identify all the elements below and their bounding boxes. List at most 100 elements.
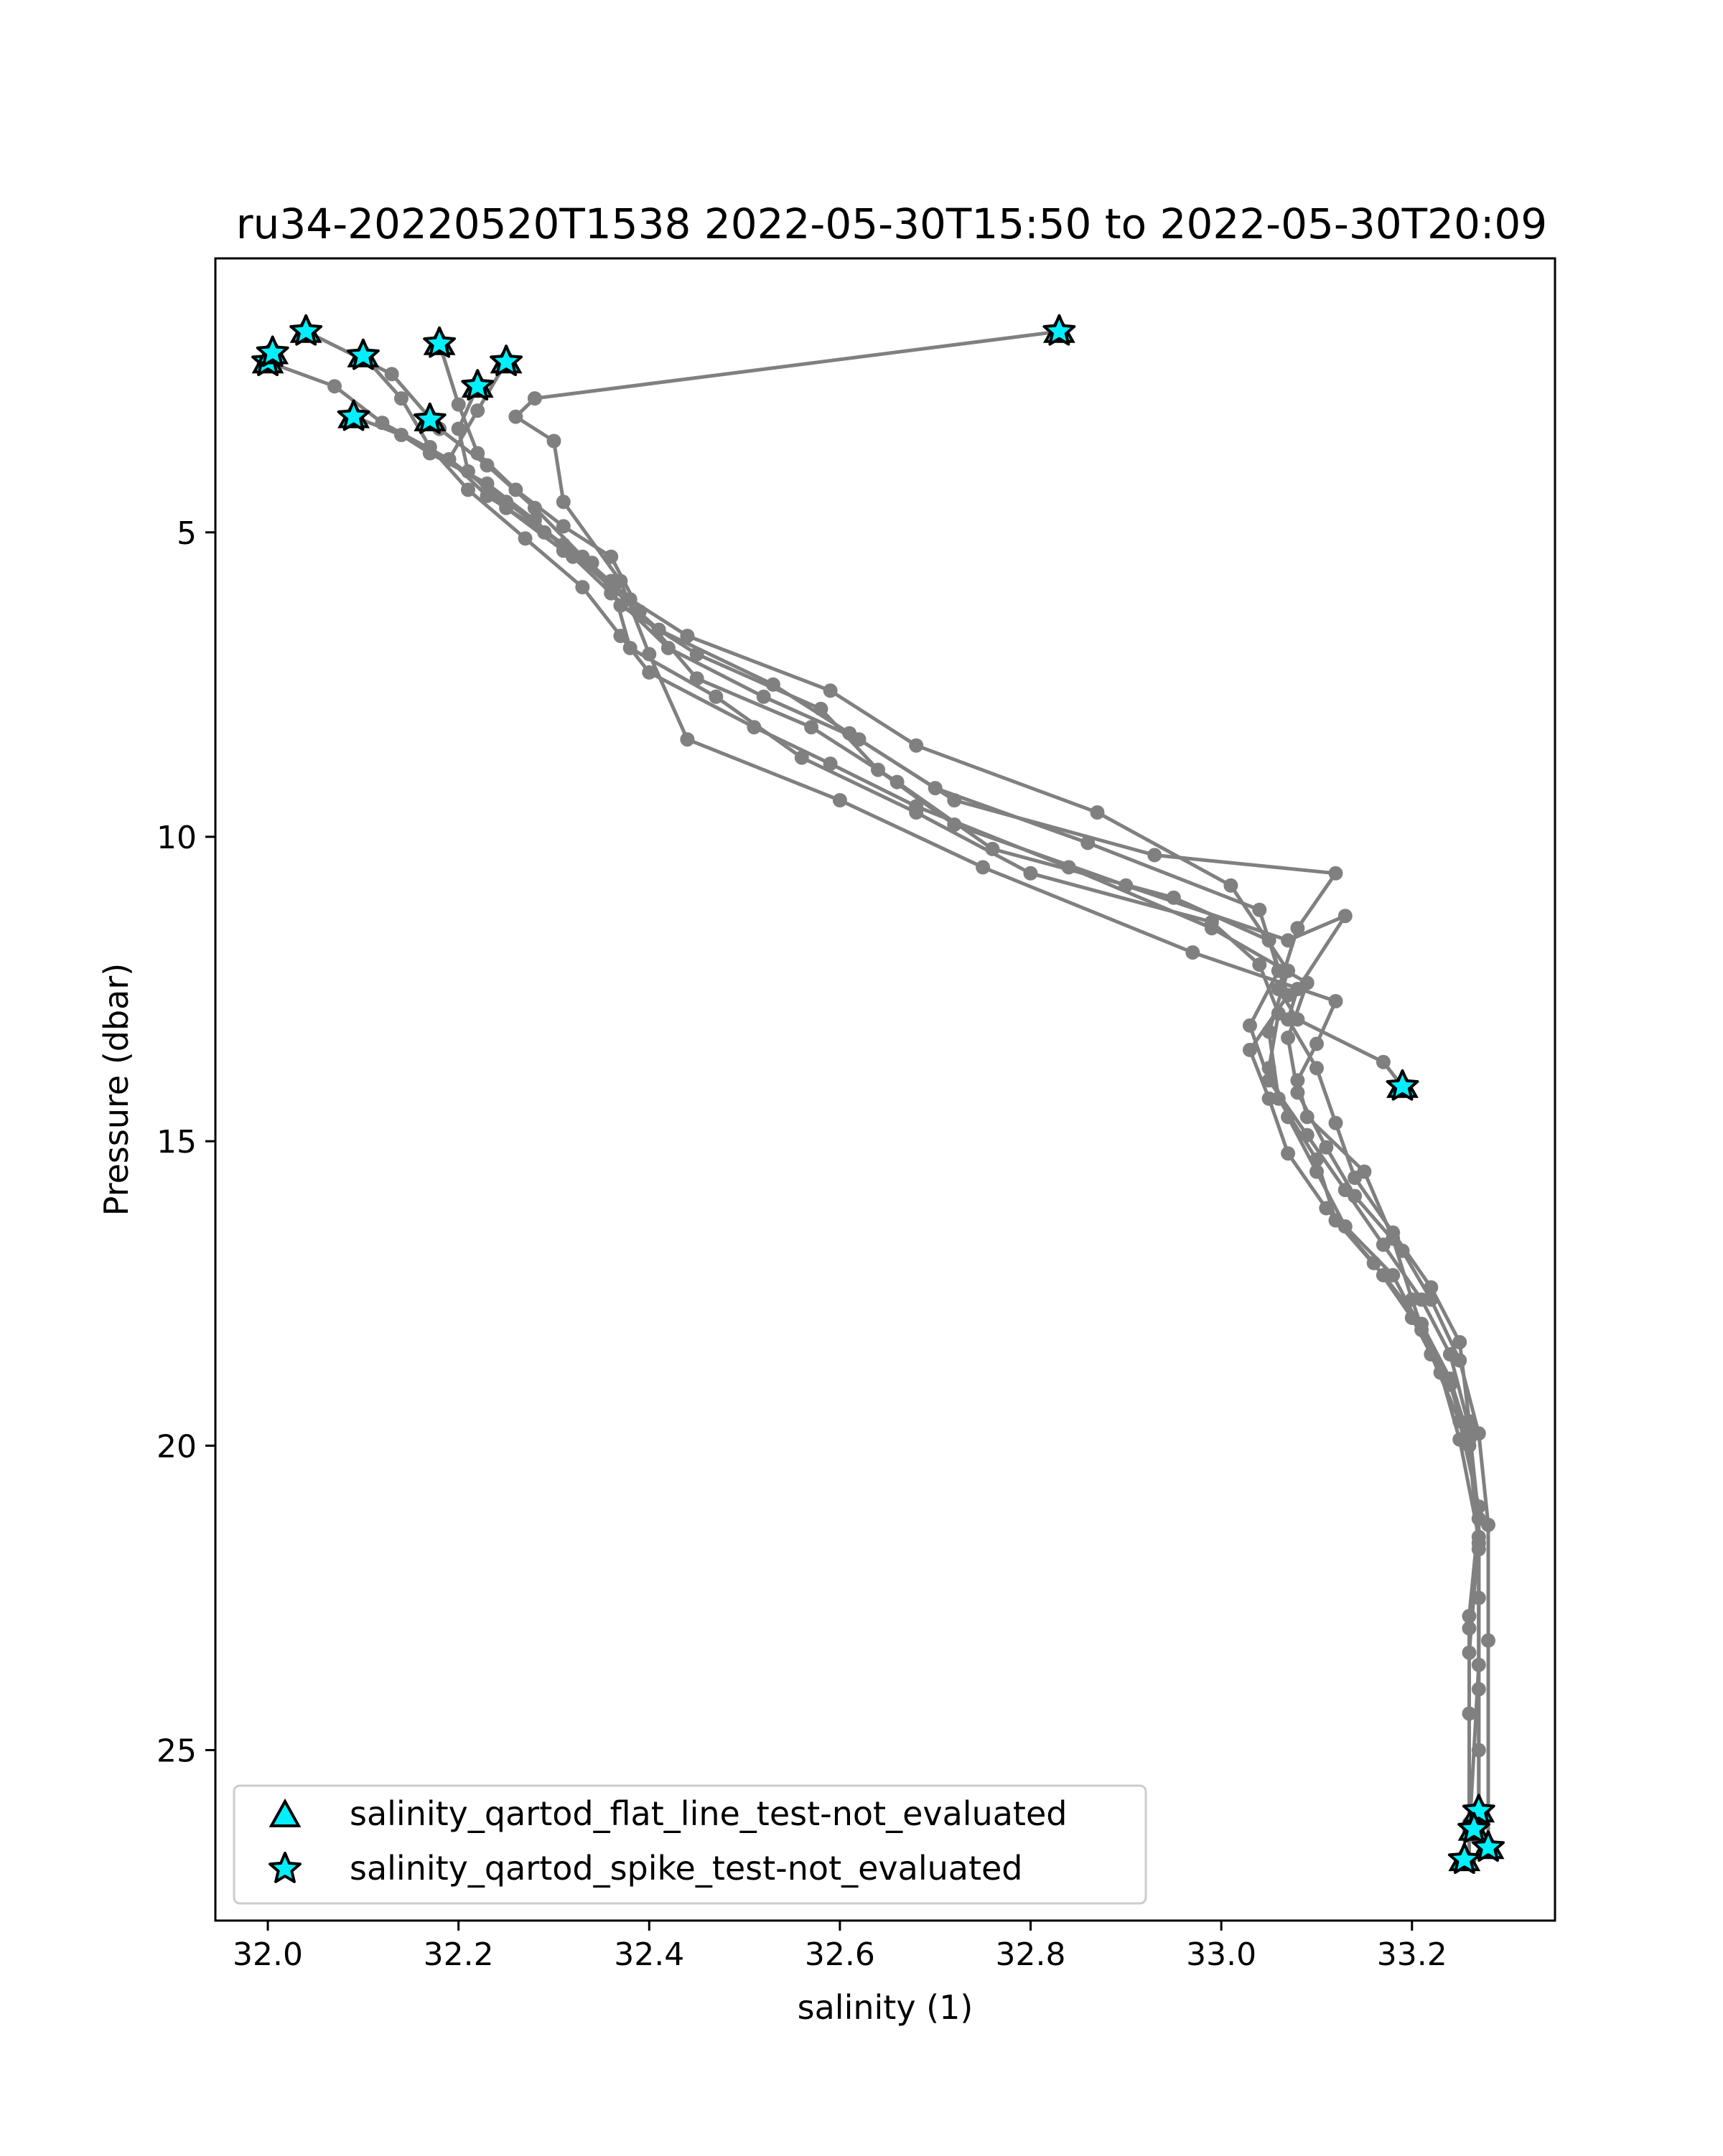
profile-point bbox=[470, 403, 485, 418]
legend-star-marker bbox=[269, 1852, 302, 1883]
profile-point bbox=[527, 391, 542, 406]
profile-point bbox=[508, 409, 523, 424]
profile-point bbox=[1090, 805, 1105, 820]
profile-point bbox=[909, 805, 924, 820]
legend-box bbox=[233, 1784, 1147, 1905]
profile-point bbox=[480, 476, 495, 491]
profile-point bbox=[546, 433, 561, 449]
spike-test-marker bbox=[337, 399, 370, 431]
profile-point bbox=[1348, 1171, 1363, 1185]
profile-point bbox=[1414, 1292, 1429, 1307]
profile-point bbox=[660, 640, 676, 655]
y-tick-label: 20 bbox=[157, 1428, 197, 1465]
profile-point bbox=[470, 446, 485, 461]
profile-point bbox=[871, 762, 885, 777]
profile-point bbox=[1281, 1110, 1296, 1125]
profile-point bbox=[1261, 1061, 1276, 1076]
profile-point bbox=[1328, 994, 1343, 1008]
profile-point bbox=[613, 598, 628, 613]
spike-test-marker bbox=[1457, 1811, 1490, 1844]
legend-triangle-marker bbox=[269, 1798, 302, 1827]
profile-point bbox=[1309, 1036, 1324, 1051]
profile-point bbox=[1223, 878, 1238, 893]
profile-point bbox=[422, 446, 437, 461]
profile-point bbox=[1023, 866, 1038, 881]
spike-test-marker bbox=[423, 326, 456, 358]
chart-title: ru34-20220520T1538 2022-05-30T15:50 to 2… bbox=[236, 200, 1547, 248]
profile-point bbox=[813, 701, 828, 716]
legend-label-spike: salinity_qartod_spike_test-not_evaluated bbox=[350, 1849, 1022, 1888]
flag-markers bbox=[251, 314, 1505, 1874]
profile-point bbox=[1442, 1377, 1457, 1392]
x-tick-label: 32.8 bbox=[996, 1936, 1066, 1973]
y-axis-ticks: 5 10 15 20 25 bbox=[157, 515, 215, 1769]
spike-test-marker bbox=[490, 345, 523, 376]
profile-point bbox=[575, 580, 590, 595]
profile-point bbox=[976, 860, 991, 875]
profile-point bbox=[566, 549, 580, 564]
profile-point bbox=[1281, 1030, 1296, 1045]
spike-test-marker bbox=[1447, 1842, 1481, 1874]
x-tick-label: 33.0 bbox=[1186, 1936, 1256, 1973]
spike-test-marker bbox=[346, 338, 380, 370]
profile-point bbox=[1386, 1225, 1401, 1240]
legend-triangle-shape bbox=[269, 1798, 302, 1827]
profile-point bbox=[1147, 848, 1162, 863]
profile-point bbox=[709, 689, 724, 704]
profile-point bbox=[1376, 1237, 1391, 1252]
profile-point bbox=[642, 665, 657, 680]
profile-point bbox=[680, 732, 695, 747]
profile-point bbox=[1319, 1140, 1334, 1155]
profile-point bbox=[622, 640, 638, 655]
profile-point bbox=[1281, 1146, 1296, 1161]
profile-point bbox=[804, 720, 819, 735]
y-axis-label: Pressure (dbar) bbox=[97, 963, 136, 1216]
profile-point bbox=[1424, 1280, 1439, 1295]
profile-point bbox=[1243, 1018, 1257, 1033]
profile-point bbox=[1252, 957, 1267, 972]
profile-point bbox=[1462, 1414, 1477, 1429]
profile-point bbox=[1328, 1115, 1343, 1130]
profile-point bbox=[1319, 1201, 1334, 1216]
profile-point bbox=[584, 556, 599, 571]
profile-point bbox=[823, 683, 838, 698]
profile-point bbox=[851, 732, 867, 747]
x-tick-label: 32.0 bbox=[233, 1936, 303, 1973]
profile-point bbox=[1243, 1042, 1257, 1057]
x-tick-label: 33.2 bbox=[1377, 1936, 1447, 1973]
profile-point bbox=[1261, 1091, 1276, 1106]
y-tick-label: 5 bbox=[177, 515, 197, 552]
plot-area-frame bbox=[214, 257, 1556, 1922]
profile-line-4 bbox=[267, 360, 1481, 1860]
profile-point bbox=[556, 519, 571, 534]
profile-point bbox=[394, 391, 408, 406]
legend-label-flat-line: salinity_qartod_flat_line_test-not_evalu… bbox=[350, 1794, 1067, 1833]
legend-star-shape bbox=[269, 1852, 302, 1883]
x-tick-label: 32.2 bbox=[424, 1936, 494, 1973]
profile-point bbox=[527, 500, 542, 515]
spike-test-marker bbox=[413, 402, 447, 434]
profile-point bbox=[327, 379, 342, 394]
profile-point bbox=[527, 512, 542, 528]
profile-point bbox=[1290, 1085, 1305, 1100]
spike-test-marker bbox=[1386, 1069, 1419, 1101]
profile-line-8 bbox=[352, 415, 1404, 1088]
profile-point bbox=[1271, 982, 1286, 996]
profile-point bbox=[394, 428, 408, 442]
profile-point bbox=[1414, 1323, 1429, 1338]
x-axis-ticks: 32.0 32.2 32.4 32.6 32.8 33.0 33.2 bbox=[233, 1921, 1447, 1973]
profile-point bbox=[1185, 945, 1200, 960]
profile-point bbox=[461, 482, 475, 497]
profile-point bbox=[1119, 878, 1134, 893]
profile-point bbox=[1481, 1633, 1495, 1648]
profile-point bbox=[1337, 909, 1353, 924]
spike-test-marker bbox=[1042, 314, 1076, 346]
profile-point bbox=[947, 793, 962, 807]
profile-line-3 bbox=[362, 355, 1490, 1848]
profile-point bbox=[909, 738, 924, 753]
profile-point bbox=[1386, 1267, 1401, 1283]
profile-point bbox=[1462, 1645, 1477, 1660]
profile-point bbox=[508, 482, 523, 497]
profile-point bbox=[1376, 1054, 1391, 1069]
